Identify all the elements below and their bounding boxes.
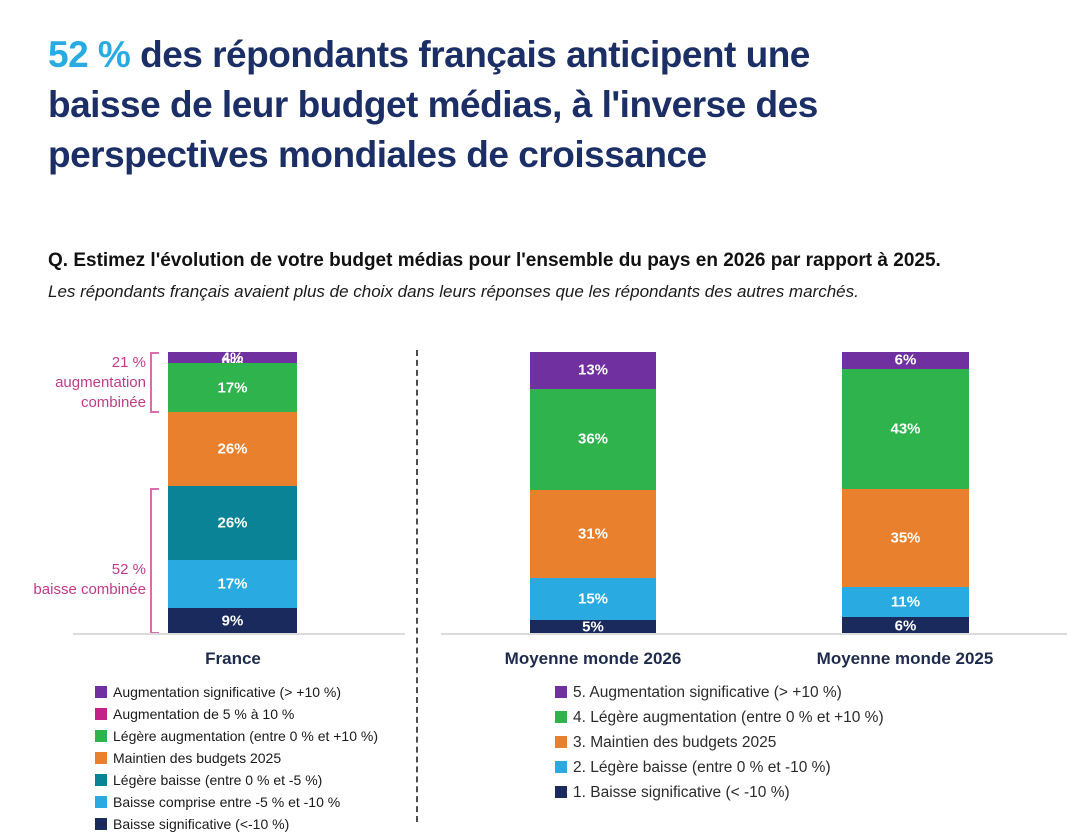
- legend-label: Légère baisse (entre 0 % et -5 %): [113, 772, 323, 788]
- annotation-augmentation-combinee: 21 % augmentation combinée: [20, 353, 146, 413]
- category-label-france: France: [205, 649, 261, 668]
- annotation-line: combinée: [80, 394, 146, 411]
- annotation-line: 21 %: [111, 354, 146, 371]
- bar-segment: [530, 577, 656, 620]
- legend-label: Augmentation significative (> +10 %): [113, 684, 342, 700]
- title-line3: perspectives mondiales de croissance: [48, 134, 707, 175]
- legend-france: Augmentation significative (> +10 %) Augm…: [95, 684, 378, 838]
- legend-label: Baisse comprise entre -5 % et -10 %: [113, 794, 341, 810]
- legend-label: 3. Maintien des budgets 2025: [573, 734, 777, 751]
- legend-label: Légère augmentation (entre 0 % et +10 %): [113, 728, 379, 744]
- bar-segment: [168, 352, 297, 364]
- legend-item: Légère baisse (entre 0 % et -5 %): [95, 772, 378, 788]
- survey-question-note: Les répondants français avaient plus de …: [48, 282, 859, 301]
- bracket-baisse-icon: [150, 488, 159, 634]
- bar-segment: [168, 608, 297, 634]
- legend-item: Baisse comprise entre -5 % et -10 %: [95, 794, 378, 810]
- legend-color-chip-icon: [555, 686, 567, 698]
- category-label-monde-2026: Moyenne monde 2026: [504, 649, 682, 668]
- bracket-augmentation-icon: [150, 352, 159, 413]
- title-line1: des répondants français anticipent une: [130, 34, 810, 75]
- legend-label: Maintien des budgets 2025: [113, 750, 282, 766]
- stacked-bar-france: 4%0%17%26%26%17%9%: [168, 349, 297, 634]
- bar-segment: [530, 388, 656, 491]
- legend-label: Augmentation de 5 % à 10 %: [113, 706, 295, 722]
- legend-label: 1. Baisse significative (< -10 %): [573, 784, 790, 801]
- legend-label: 2. Légère baisse (entre 0 % et -10 %): [573, 759, 831, 776]
- bar-segment: [530, 352, 656, 389]
- legend-item: 1. Baisse significative (< -10 %): [555, 784, 884, 802]
- legend-color-chip-icon: [555, 786, 567, 798]
- legend-label: 4. Légère augmentation (entre 0 % et +10…: [573, 709, 884, 726]
- bar-segment: [842, 368, 969, 489]
- page-title: 52 % des répondants français anticipent …: [48, 30, 1048, 180]
- bar-segment: [842, 617, 969, 634]
- legend-color-chip-icon: [95, 708, 107, 720]
- legend-item: Baisse significative (<-10 %): [95, 816, 378, 832]
- legend-item: 5. Augmentation significative (> +10 %): [555, 684, 884, 702]
- bar-segment: [168, 485, 297, 560]
- x-axis-line-france: [73, 633, 405, 635]
- legend-item: Légère augmentation (entre 0 % et +10 %): [95, 728, 378, 744]
- bar-segment: [842, 488, 969, 587]
- annotation-line: augmentation: [55, 374, 146, 391]
- legend-item: Augmentation de 5 % à 10 %: [95, 706, 378, 722]
- category-label-monde-2025: Moyenne monde 2025: [816, 649, 994, 668]
- legend-item: Augmentation significative (> +10 %): [95, 684, 378, 700]
- stacked-bar-monde-2025: 6% 43% 35% 11% 6%: [842, 352, 969, 634]
- bar-segment: [530, 490, 656, 578]
- legend-item: 3. Maintien des budgets 2025: [555, 734, 884, 752]
- legend-color-chip-icon: [95, 730, 107, 742]
- bar-segment: [842, 586, 969, 618]
- annotation-baisse-combinee: 52 % baisse combinée: [20, 560, 146, 600]
- bar-segment: [530, 619, 656, 634]
- annotation-line: baisse combinée: [33, 581, 146, 598]
- legend-monde: 5. Augmentation significative (> +10 %) 4…: [555, 684, 884, 809]
- legend-item: 2. Légère baisse (entre 0 % et -10 %): [555, 759, 884, 777]
- title-line2: baisse de leur budget médias, à l'invers…: [48, 84, 818, 125]
- legend-color-chip-icon: [95, 796, 107, 808]
- legend-color-chip-icon: [95, 752, 107, 764]
- dashed-divider: [416, 350, 418, 822]
- legend-color-chip-icon: [555, 761, 567, 773]
- bar-segment: [168, 411, 297, 486]
- legend-color-chip-icon: [95, 774, 107, 786]
- annotation-line: 52 %: [111, 561, 146, 578]
- legend-item: 4. Légère augmentation (entre 0 % et +10…: [555, 709, 884, 727]
- legend-color-chip-icon: [95, 686, 107, 698]
- x-axis-line-monde: [441, 633, 1067, 635]
- legend-item: Maintien des budgets 2025: [95, 750, 378, 766]
- legend-color-chip-icon: [555, 736, 567, 748]
- title-highlight: 52 %: [48, 34, 131, 75]
- bar-segment: [842, 352, 969, 369]
- legend-color-chip-icon: [555, 711, 567, 723]
- legend-label: Baisse significative (<-10 %): [113, 816, 290, 832]
- stacked-bar-monde-2026: 13% 36% 31% 15% 5%: [530, 352, 656, 635]
- bar-segment: [168, 559, 297, 609]
- bar-segment: [168, 363, 297, 412]
- legend-label: 5. Augmentation significative (> +10 %): [573, 684, 842, 701]
- legend-color-chip-icon: [95, 818, 107, 830]
- survey-question: Q. Estimez l'évolution de votre budget m…: [48, 250, 941, 271]
